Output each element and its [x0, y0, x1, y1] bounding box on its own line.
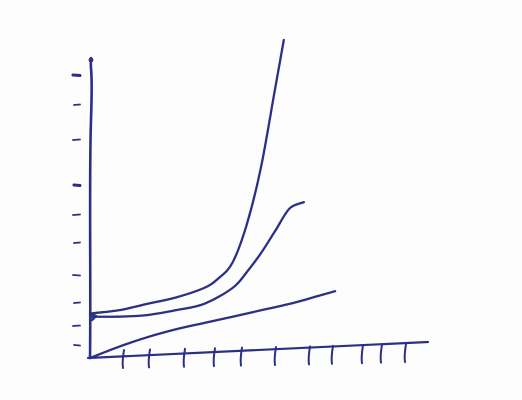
- series-line-2: [88, 201, 305, 318]
- x-tick-mark: [212, 347, 216, 368]
- x-tick-mark: [239, 346, 243, 367]
- x-axis-line: [86, 340, 430, 360]
- x-tick-mark: [360, 344, 364, 365]
- curve-origin-mark: [89, 312, 98, 322]
- y-tick-mark: [73, 241, 81, 244]
- y-tick-mark: [72, 183, 82, 187]
- y-tick-mark: [72, 324, 81, 327]
- x-tick-mark: [307, 345, 311, 366]
- y-tick-mark: [73, 301, 81, 304]
- y-tick-mark: [72, 213, 81, 216]
- y-tick-mark: [73, 344, 81, 347]
- y-tick-mark: [72, 138, 81, 141]
- y-tick-mark: [72, 274, 81, 277]
- x-tick-mark: [403, 343, 407, 363]
- x-tick-mark: [379, 343, 383, 364]
- y-axis-line: [88, 56, 93, 360]
- x-tick-mark: [182, 347, 186, 368]
- y-tick-mark: [73, 103, 81, 106]
- x-tick-mark: [121, 349, 125, 369]
- x-tick-mark: [147, 348, 151, 369]
- axes-group: [86, 56, 430, 360]
- series-group: [88, 38, 337, 360]
- series-line-1: [88, 38, 285, 315]
- y-axis-top-mark: [88, 57, 94, 63]
- y-tick-mark: [71, 73, 82, 77]
- series-line-3: [88, 290, 337, 360]
- ticks-group: [71, 73, 407, 369]
- x-tick-mark: [273, 346, 277, 366]
- x-tick-mark: [330, 344, 334, 365]
